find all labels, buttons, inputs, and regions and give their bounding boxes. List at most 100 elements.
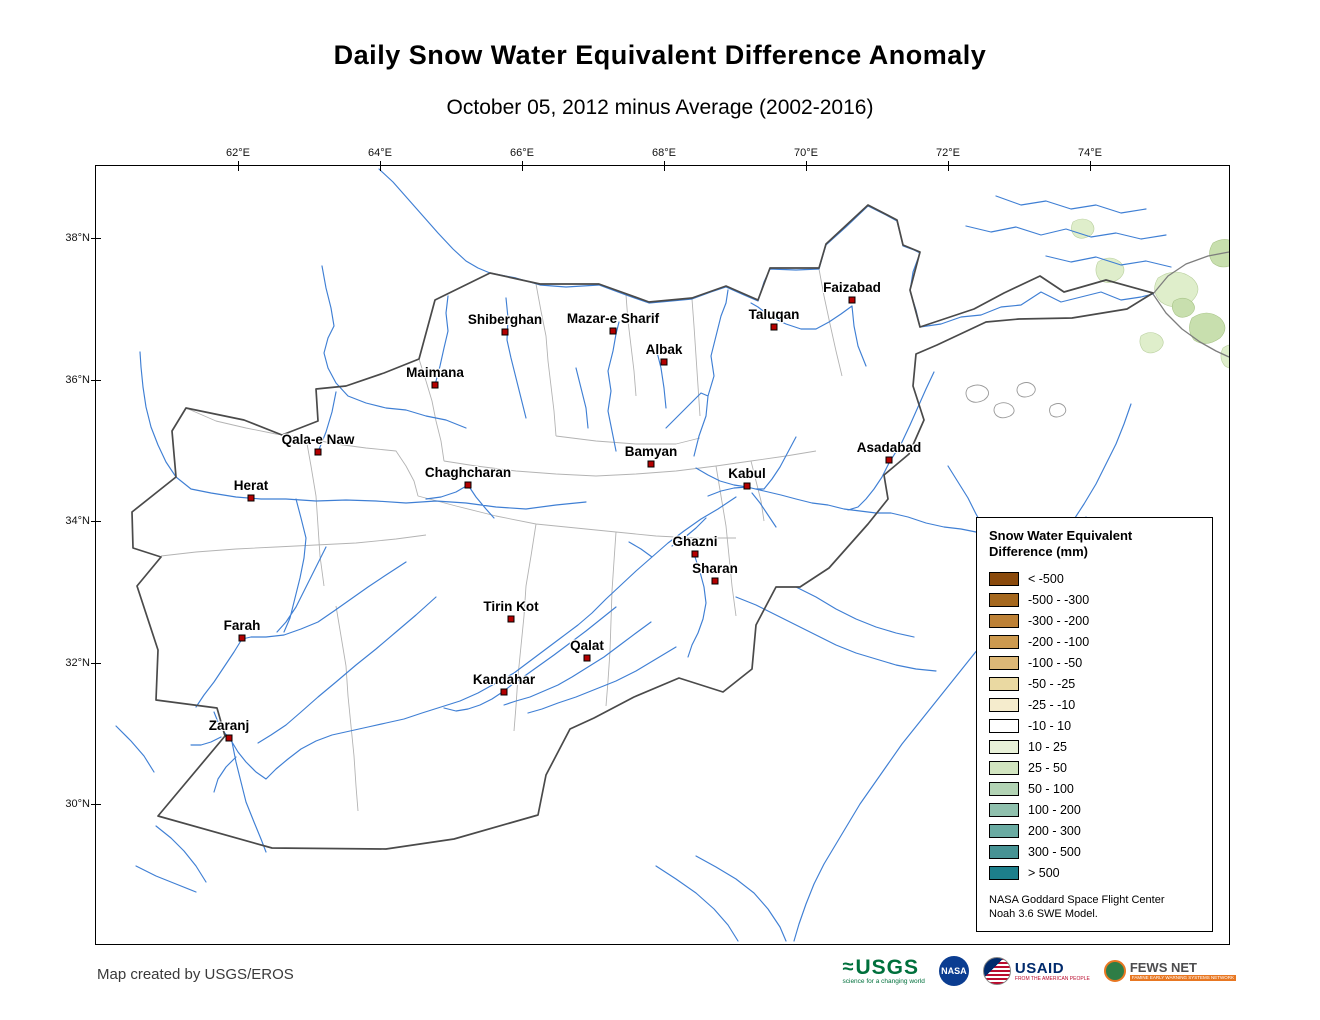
legend-swatch [989, 614, 1019, 628]
legend-label: -300 - -200 [1028, 614, 1090, 628]
rivers [115, 168, 1172, 942]
legend-label: 200 - 300 [1028, 824, 1081, 838]
legend-label: -200 - -100 [1028, 635, 1090, 649]
legend-swatch [989, 656, 1019, 670]
legend-row: -25 - -10 [989, 695, 1200, 716]
legend-note-line2: Noah 3.6 SWE Model. [989, 907, 1098, 920]
usgs-logo: ≈ USGS science for a changing world [843, 957, 925, 986]
lon-tick-mark [238, 161, 239, 171]
lon-tick-mark [664, 161, 665, 171]
legend-row: -10 - 10 [989, 716, 1200, 737]
legend-label: 300 - 500 [1028, 845, 1081, 859]
lon-tick-mark [1090, 161, 1091, 171]
legend-label: 50 - 100 [1028, 782, 1074, 796]
legend-items: < -500 -500 - -300 -300 - -200 -200 - -100 -… [989, 569, 1200, 884]
lat-tick-mark [91, 804, 101, 805]
legend-row: -100 - -50 [989, 653, 1200, 674]
city-marker-taluqan [770, 323, 778, 331]
lon-tick-mark [522, 161, 523, 171]
legend-label: 100 - 200 [1028, 803, 1081, 817]
usgs-logo-text: USGS [855, 955, 919, 979]
lon-tick-label: 66°E [510, 147, 534, 159]
legend-title-line2: Difference (mm) [989, 544, 1088, 560]
legend-row: 300 - 500 [989, 842, 1200, 863]
legend-swatch [989, 761, 1019, 775]
usgs-wave-icon: ≈ [842, 956, 854, 979]
fewsnet-logo-text: FEWS NET [1129, 959, 1197, 975]
city-marker-tirin-kot [507, 615, 515, 623]
legend-row: 10 - 25 [989, 737, 1200, 758]
legend-label: 10 - 25 [1028, 740, 1067, 754]
legend-row: -500 - -300 [989, 590, 1200, 611]
legend-row: -200 - -100 [989, 632, 1200, 653]
city-marker-qalat [583, 654, 591, 662]
legend-swatch [989, 572, 1019, 586]
legend-title-line1: Snow Water Equivalent [989, 528, 1133, 543]
lon-tick-label: 64°E [368, 147, 392, 159]
city-label-shiberghan: Shiberghan [467, 312, 543, 327]
city-marker-bamyan [647, 460, 655, 468]
city-label-zaranj: Zaranj [208, 718, 250, 733]
city-marker-qala-e-naw [314, 448, 322, 456]
lon-tick-mark [380, 161, 381, 171]
city-marker-kandahar [500, 688, 508, 696]
legend-note: NASA Goddard Space Flight Center Noah 3.… [989, 893, 1200, 922]
legend-swatch [989, 719, 1019, 733]
green-anomaly-patches [1071, 218, 1229, 369]
city-label-sharan: Sharan [692, 561, 738, 576]
city-label-herat: Herat [233, 478, 269, 493]
city-marker-ghazni [691, 550, 699, 558]
city-label-ghazni: Ghazni [672, 534, 718, 549]
city-label-chaghcharan: Chaghcharan [424, 465, 512, 480]
lon-tick-label: 74°E [1078, 147, 1102, 159]
city-marker-chaghcharan [464, 481, 472, 489]
province-boundaries [160, 268, 843, 812]
lon-tick-label: 72°E [936, 147, 960, 159]
lon-tick-mark [806, 161, 807, 171]
map-svg [115, 168, 1229, 942]
legend-row: -50 - -25 [989, 674, 1200, 695]
legend-swatch [989, 866, 1019, 880]
city-label-albak: Albak [645, 342, 683, 357]
legend-swatch [989, 782, 1019, 796]
legend-swatch [989, 845, 1019, 859]
usaid-logo: USAID FROM THE AMERICAN PEOPLE [982, 957, 1090, 985]
lat-tick-mark [91, 521, 101, 522]
lat-tick-label: 34°N [65, 515, 90, 527]
city-label-tirin-kot: Tirin Kot [483, 599, 539, 614]
legend-swatch [989, 593, 1019, 607]
city-marker-asadabad [885, 456, 893, 464]
city-marker-herat [247, 494, 255, 502]
legend-swatch [989, 677, 1019, 691]
city-label-maimana: Maimana [406, 365, 464, 380]
usgs-tagline: science for a changing world [842, 977, 925, 985]
glacier-outlines [965, 382, 1067, 419]
fewsnet-logo: FEWS NET FAMINE EARLY WARNING SYSTEMS NE… [1103, 959, 1236, 982]
legend-swatch [989, 803, 1019, 817]
lon-tick-label: 68°E [652, 147, 676, 159]
neighbor-country-borders [1152, 251, 1229, 358]
city-label-faizabad: Faizabad [823, 280, 881, 295]
city-marker-zaranj [225, 734, 233, 742]
lat-tick-mark [91, 238, 101, 239]
lon-tick-label: 62°E [226, 147, 250, 159]
city-marker-albak [660, 358, 668, 366]
city-marker-maimana [431, 381, 439, 389]
city-marker-faizabad [848, 296, 856, 304]
legend-row: < -500 [989, 569, 1200, 590]
fewsnet-tagline: FAMINE EARLY WARNING SYSTEMS NETWORK [1129, 974, 1236, 982]
legend-row: -300 - -200 [989, 611, 1200, 632]
lon-tick-label: 70°E [794, 147, 818, 159]
usaid-tagline: FROM THE AMERICAN PEOPLE [1014, 975, 1090, 982]
legend-row: 200 - 300 [989, 821, 1200, 842]
city-marker-kabul [743, 482, 751, 490]
map-area: Faizabad Shiberghan Mazar-e Sharif Taluqan A… [65, 147, 1230, 945]
city-marker-shiberghan [501, 328, 509, 336]
city-label-qalat: Qalat [570, 638, 604, 653]
lat-tick-mark [91, 663, 101, 664]
legend-label: -25 - -10 [1028, 698, 1076, 712]
legend-label: < -500 [1028, 572, 1064, 586]
legend-label: -10 - 10 [1028, 719, 1072, 733]
city-marker-farah [238, 634, 246, 642]
